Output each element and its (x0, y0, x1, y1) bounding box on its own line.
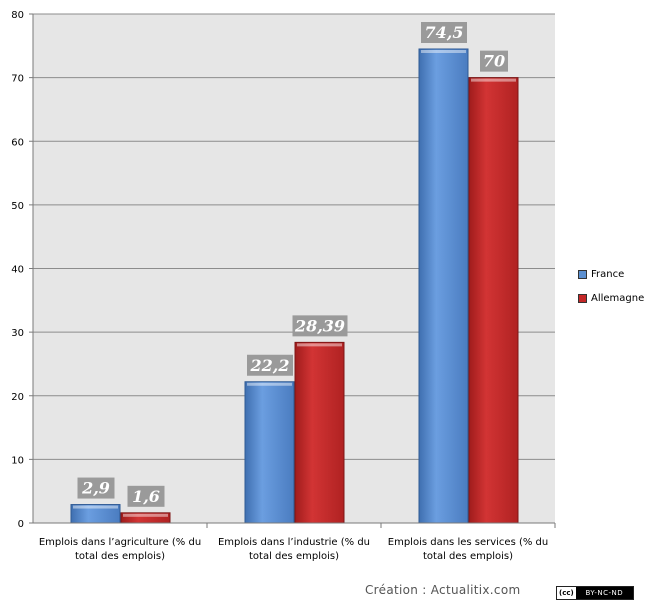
data-label-allemagne-0: 1,6 (132, 487, 160, 506)
y-tick-label: 0 (18, 519, 24, 530)
data-label-box (292, 315, 348, 337)
legend-swatch-allemagne (578, 293, 587, 303)
y-tick-label: 50 (11, 201, 24, 212)
category-label-0: Emplois dans l’agriculture (% du (39, 537, 201, 548)
bar-highlight (297, 343, 342, 347)
data-label-france-2: 74,5 (425, 23, 464, 42)
data-label-france-0: 2,9 (81, 479, 110, 498)
bar-highlight (123, 513, 168, 517)
data-label-box (421, 21, 467, 43)
license-terms: BY-NC-ND (575, 587, 633, 599)
category-label-2: total des emplois) (423, 551, 513, 562)
credit-text: Création : Actualitix.com (365, 583, 521, 597)
legend-label-allemagne: Allemagne (591, 292, 645, 304)
category-label-1: total des emplois) (249, 551, 339, 562)
y-axis-ticks: 0 10 20 30 40 50 60 70 80 (11, 10, 33, 530)
data-labels: 2,9 1,6 22,2 28,39 74,5 70 (77, 21, 508, 507)
license-badge[interactable]: (cc) BY-NC-ND (556, 586, 634, 600)
data-label-box (480, 50, 508, 72)
bar-highlight (421, 49, 466, 53)
category-label-2: Emplois dans les services (% du (388, 537, 548, 548)
data-label-allemagne-2: 70 (483, 52, 505, 71)
bar-highlight (471, 78, 516, 82)
y-tick-label: 20 (11, 392, 24, 403)
data-label-allemagne-1: 28,39 (294, 316, 345, 335)
data-label-box (247, 354, 293, 376)
y-tick-label: 30 (11, 328, 24, 339)
license-cc: (cc) (557, 589, 576, 597)
bar-allemagne-2 (468, 77, 519, 524)
bar-france-2 (418, 48, 469, 524)
legend-item-allemagne: Allemagne (578, 292, 644, 304)
category-labels: Emplois dans l’agriculture (% du total de… (39, 523, 556, 562)
y-tick-label: 70 (11, 74, 24, 85)
y-tick-label: 60 (11, 137, 24, 148)
category-label-0: total des emplois) (75, 551, 165, 562)
data-label-box (77, 477, 115, 499)
bar-highlight (73, 505, 118, 509)
bar-france-1 (244, 381, 295, 524)
data-label-france-1: 22,2 (250, 356, 290, 375)
category-label-1: Emplois dans l’industrie (% du (218, 537, 370, 548)
bar-allemagne-1 (294, 341, 345, 524)
y-tick-label: 80 (11, 10, 24, 21)
y-tick-label: 10 (11, 455, 24, 466)
data-label-box (127, 485, 165, 507)
bar-highlight (247, 382, 292, 386)
legend-item-france: France (578, 268, 644, 280)
legend: France Allemagne (578, 268, 644, 316)
legend-swatch-france (578, 269, 587, 279)
legend-label-france: France (591, 268, 625, 280)
y-tick-label: 40 (11, 265, 24, 276)
